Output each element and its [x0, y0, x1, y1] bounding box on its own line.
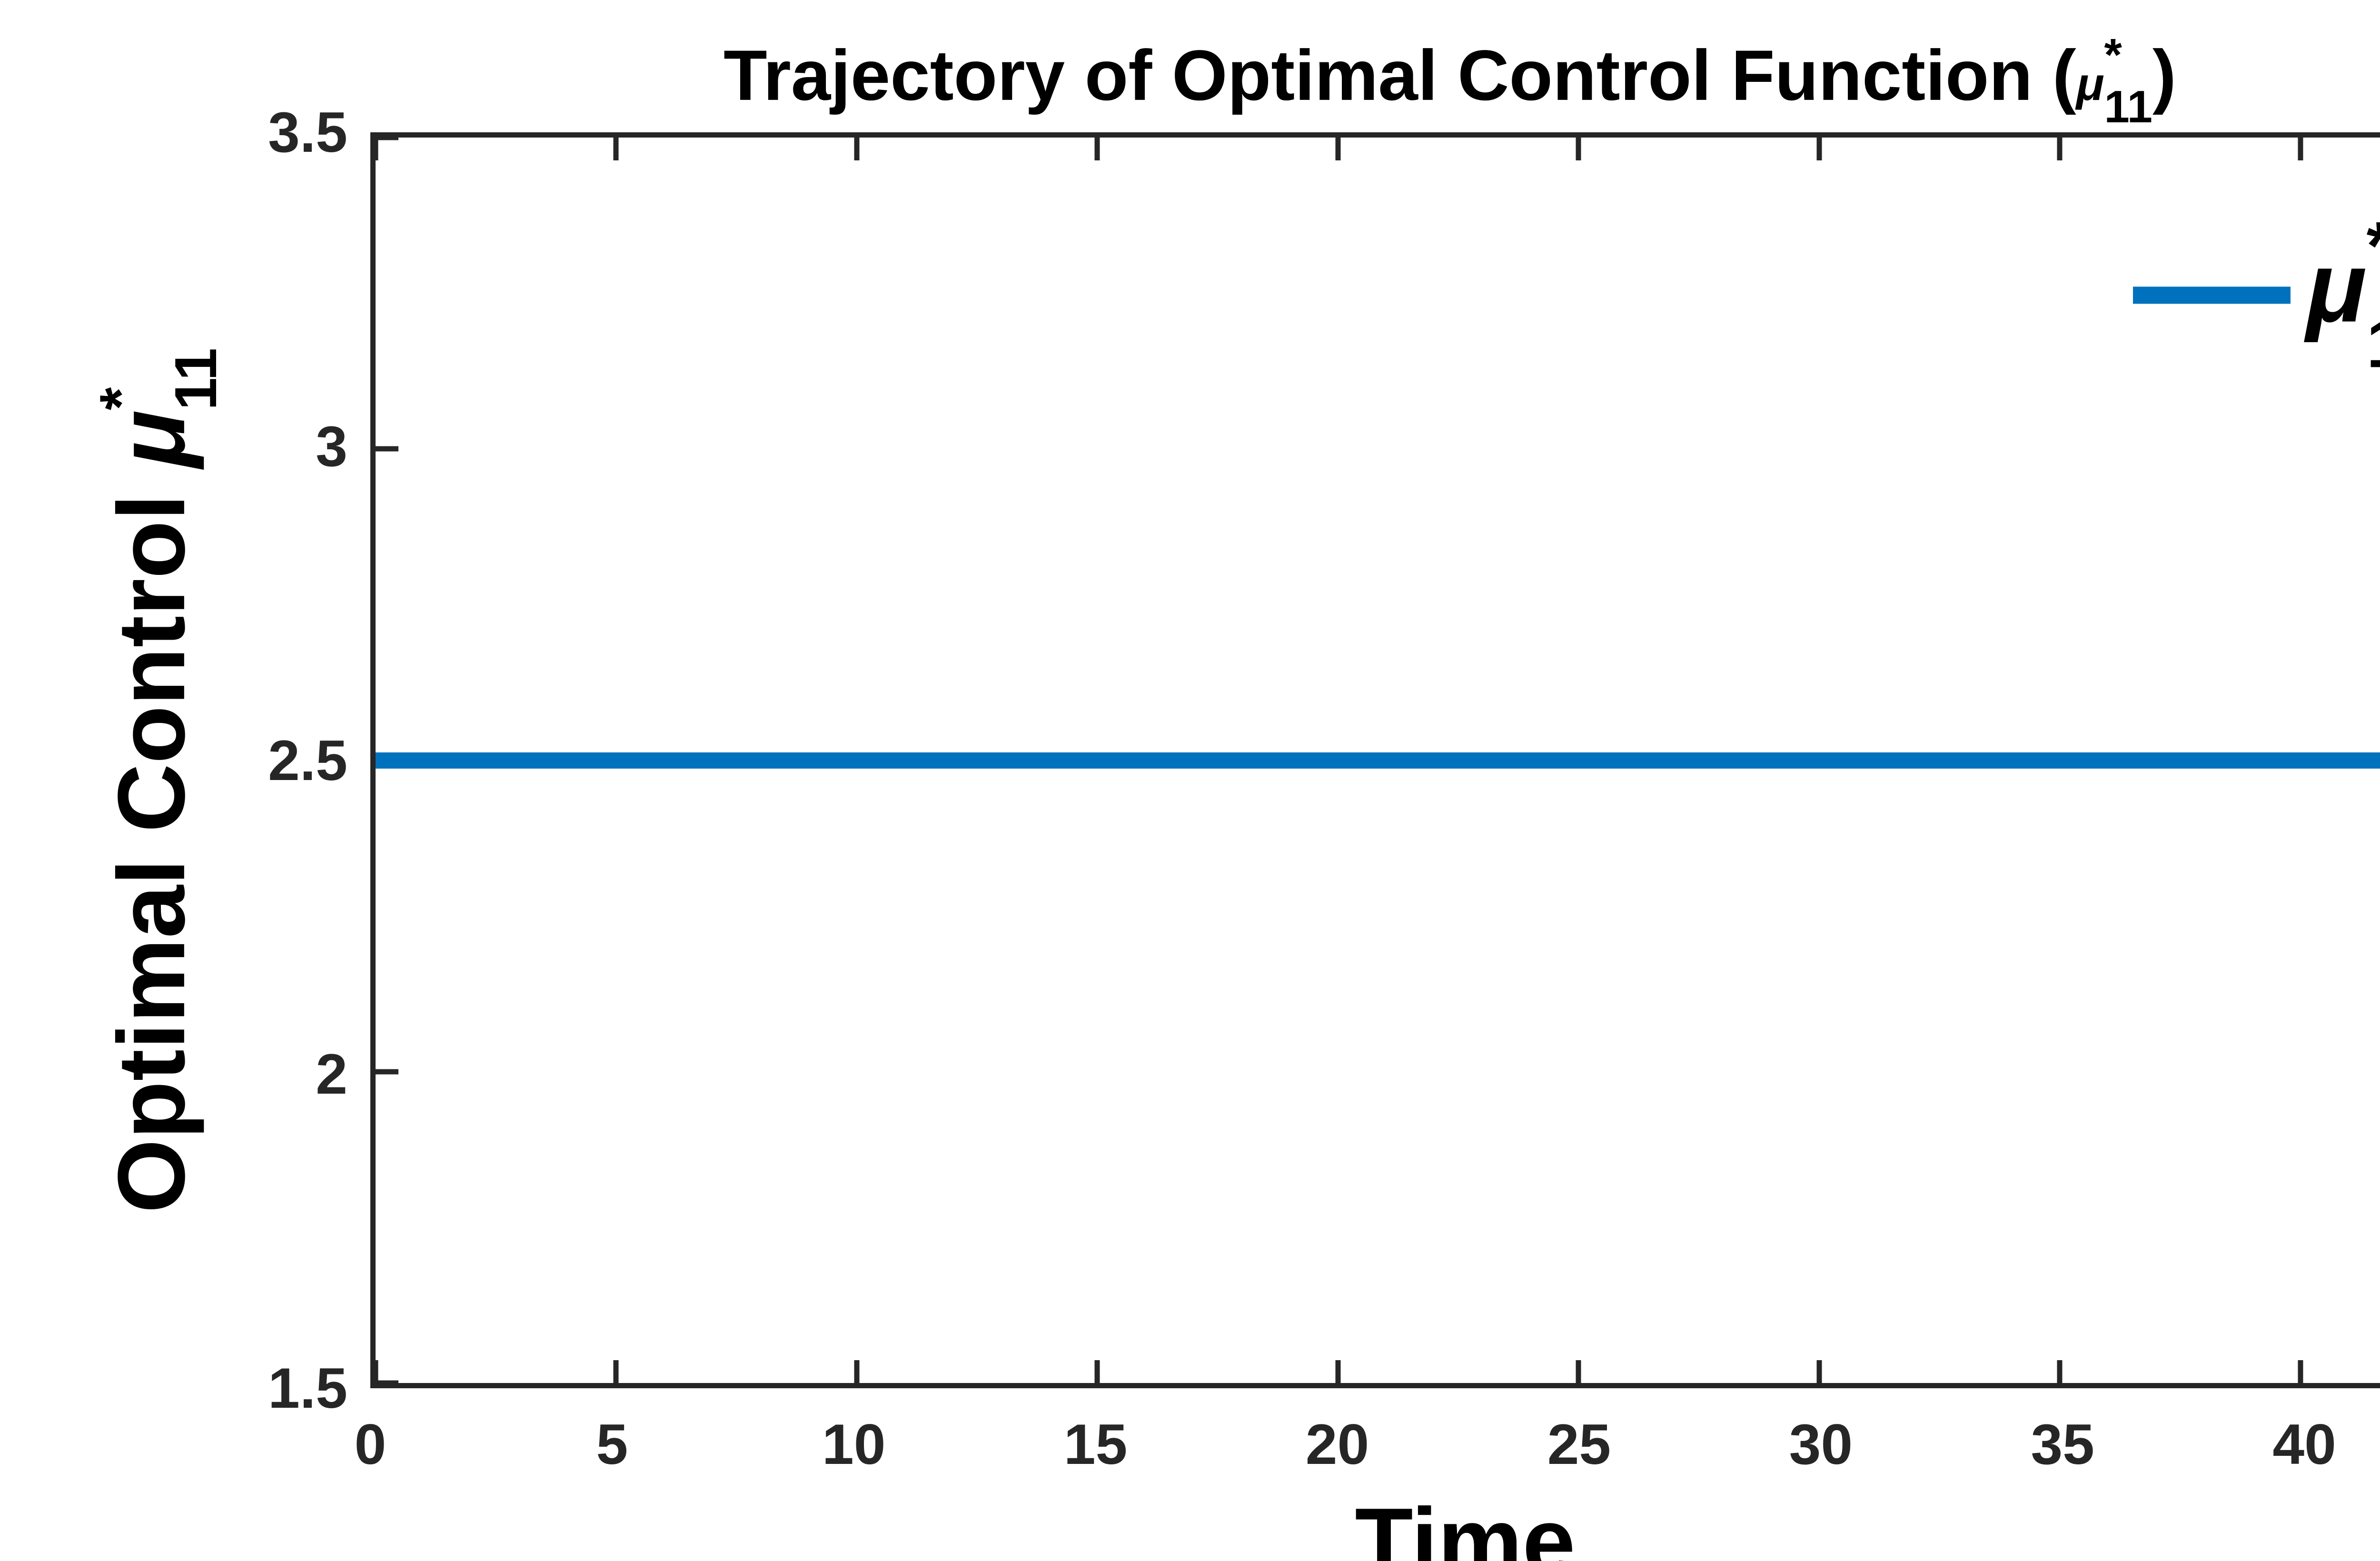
x-tick-label: 35: [2031, 1413, 2094, 1476]
chart-title-mu-symbol: μ: [2076, 58, 2104, 110]
axis-tick-mark: [2057, 138, 2063, 160]
chart-title-supsub: * 11: [2104, 30, 2153, 133]
legend: μ* 11: [2133, 212, 2380, 378]
axis-tick-mark: [1576, 138, 1581, 160]
axis-tick-mark: [373, 138, 378, 160]
axis-tick-mark: [376, 1069, 398, 1075]
y-axis-label-superscript: *: [88, 387, 154, 410]
y-tick-label: 1.5: [268, 1356, 347, 1420]
x-tick-label: 20: [1305, 1413, 1369, 1476]
x-tick-label: 0: [354, 1413, 387, 1476]
axis-tick-mark: [613, 138, 619, 160]
legend-entry-label: μ* 11: [2306, 212, 2380, 378]
legend-supsub: * 11: [2367, 212, 2380, 378]
chart-title: Trajectory of Optimal Control Function (…: [724, 30, 2176, 133]
y-axis-label: Optimal Control μ * 11: [88, 347, 229, 1214]
axis-tick-mark: [1094, 1360, 1100, 1383]
y-axis-label-text: Optimal Control: [98, 467, 205, 1214]
y-axis-label-supsub: * 11: [88, 347, 229, 410]
axis-tick-mark: [854, 1360, 860, 1383]
axis-tick-mark: [2057, 1360, 2063, 1383]
y-axis-label-mu-symbol: μ: [98, 410, 205, 468]
y-tick-label: 2.5: [268, 728, 347, 792]
plot-area: [370, 132, 2380, 1388]
legend-superscript: *: [2367, 212, 2380, 280]
axis-tick-mark: [2298, 1360, 2303, 1383]
axis-tick-mark: [373, 1360, 378, 1383]
chart-title-prefix: Trajectory of Optimal Control Function (: [724, 35, 2076, 115]
y-tick-label: 3: [316, 414, 347, 478]
axis-tick-mark: [854, 138, 860, 160]
legend-line-swatch: [2133, 287, 2291, 304]
legend-subscript: 11: [2367, 310, 2380, 377]
axis-tick-mark: [1816, 1360, 1822, 1383]
axis-tick-mark: [1335, 1360, 1341, 1383]
axis-tick-mark: [376, 446, 398, 452]
x-tick-label: 15: [1063, 1413, 1128, 1476]
axis-tick-mark: [1816, 138, 1822, 160]
axis-tick-mark: [613, 1360, 619, 1383]
legend-mu-symbol: μ: [2306, 231, 2367, 343]
axis-tick-mark: [1335, 138, 1341, 160]
y-tick-label: 2: [316, 1042, 347, 1107]
axis-tick-mark: [376, 135, 398, 140]
chart-title-suffix: ): [2152, 35, 2176, 115]
x-tick-label: 5: [596, 1413, 628, 1476]
y-tick-label: 3.5: [268, 100, 347, 164]
axis-tick-mark: [1094, 138, 1100, 160]
x-tick-label: 40: [2272, 1413, 2336, 1476]
axis-tick-mark: [2298, 138, 2303, 160]
series-line-mu11: [376, 752, 2380, 769]
axis-tick-mark: [376, 1380, 398, 1386]
chart-title-superscript: *: [2104, 30, 2122, 80]
x-tick-label: 30: [1789, 1413, 1853, 1476]
x-tick-label: 10: [822, 1413, 886, 1476]
chart-title-subscript: 11: [2104, 81, 2153, 133]
y-axis-label-subscript: 11: [163, 347, 229, 410]
axis-tick-mark: [1576, 1360, 1581, 1383]
x-tick-label: 25: [1547, 1413, 1611, 1476]
x-axis-label: Time: [1355, 1489, 1576, 1561]
